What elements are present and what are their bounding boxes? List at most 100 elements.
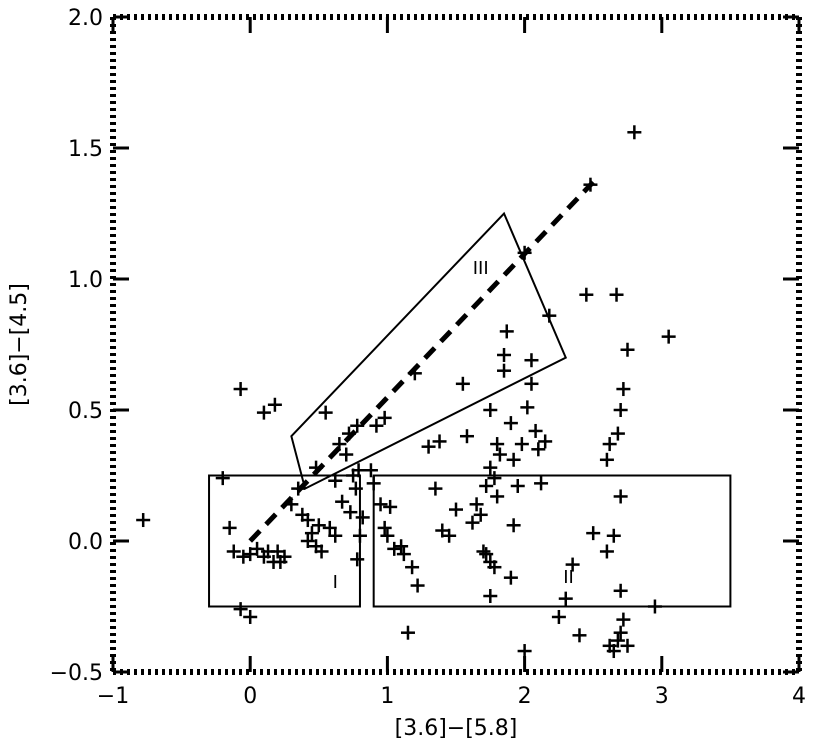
data-point	[613, 625, 628, 640]
data-point	[620, 342, 635, 357]
data-point	[479, 547, 494, 562]
data-point	[490, 437, 505, 452]
data-point	[487, 560, 502, 575]
y-tick-label: 0.5	[68, 399, 103, 424]
data-point	[627, 125, 642, 140]
data-point	[366, 476, 381, 491]
data-point	[363, 463, 378, 478]
data-point	[579, 287, 594, 302]
data-point	[602, 437, 617, 452]
data-point	[314, 544, 329, 559]
data-point	[647, 599, 662, 614]
data-point	[459, 429, 474, 444]
data-point	[421, 439, 436, 454]
dashed-trend-line	[248, 180, 596, 543]
x-tick-label: 3	[655, 684, 669, 709]
data-point	[332, 437, 347, 452]
data-point	[291, 481, 306, 496]
region-label-III: III	[473, 258, 489, 279]
data-point	[442, 528, 457, 543]
data-point	[256, 405, 271, 420]
data-point	[387, 541, 402, 556]
data-point	[586, 526, 601, 541]
data-point	[565, 557, 580, 572]
data-point	[613, 583, 628, 598]
data-point	[476, 544, 491, 559]
y-tick-label: 0.0	[68, 530, 103, 555]
data-point	[369, 418, 384, 433]
region-box-III	[290, 211, 568, 491]
axis-ticks	[111, 15, 801, 674]
data-point	[407, 366, 422, 381]
y-tick-labels: −0.5 0.0 0.5 1.0 1.5 2.0	[50, 6, 103, 686]
data-point	[613, 403, 628, 417]
data-point	[492, 447, 507, 462]
data-point	[449, 502, 463, 517]
data-point	[524, 376, 539, 391]
data-point	[351, 463, 366, 478]
data-point	[620, 638, 635, 653]
data-point	[304, 526, 319, 541]
data-point	[352, 528, 367, 543]
data-point	[309, 460, 324, 475]
data-point	[380, 528, 395, 543]
y-axis-label: [3.6]−[4.5]	[7, 283, 32, 406]
data-point	[328, 473, 343, 488]
data-point	[528, 423, 543, 438]
data-point	[350, 418, 365, 433]
data-point	[284, 497, 299, 512]
data-point	[226, 544, 241, 559]
data-point	[394, 539, 409, 554]
data-point	[350, 552, 365, 567]
data-point	[599, 452, 614, 467]
data-point	[250, 541, 265, 556]
data-point	[222, 520, 237, 535]
data-point	[499, 324, 514, 339]
data-point	[465, 515, 480, 530]
data-point	[558, 591, 573, 606]
x-tick-label: 2	[518, 684, 532, 709]
data-point	[524, 353, 539, 368]
data-point	[520, 400, 535, 415]
data-point	[267, 397, 282, 412]
data-point	[479, 478, 494, 493]
data-point	[410, 578, 425, 593]
data-point	[355, 510, 370, 525]
data-point	[343, 505, 358, 520]
data-point	[341, 426, 356, 441]
data-point	[616, 382, 631, 397]
data-point	[300, 513, 315, 528]
data-point	[243, 609, 258, 624]
data-point	[490, 489, 505, 504]
x-tick-label: 4	[792, 684, 806, 709]
data-point	[396, 547, 411, 562]
data-point	[233, 382, 248, 397]
data-point	[300, 534, 315, 548]
plot-border	[110, 14, 802, 675]
data-point	[487, 471, 502, 486]
y-tick-label: 1.5	[68, 137, 103, 162]
data-point	[497, 363, 512, 378]
data-point	[432, 434, 447, 449]
region-box-II	[372, 474, 732, 608]
data-point	[583, 177, 598, 192]
data-point	[455, 376, 470, 391]
data-point	[400, 625, 415, 640]
data-point	[318, 405, 333, 420]
data-point	[377, 520, 392, 535]
data-point	[383, 499, 398, 514]
data-point	[506, 452, 521, 467]
data-point	[506, 518, 521, 533]
data-point	[517, 245, 532, 260]
data-point	[335, 494, 350, 509]
data-point	[609, 287, 624, 302]
data-point	[531, 442, 546, 457]
data-point	[613, 489, 628, 504]
data-point	[277, 549, 292, 564]
data-point	[551, 609, 566, 624]
data-point	[373, 497, 388, 512]
data-points	[136, 125, 676, 659]
data-point	[497, 347, 512, 362]
data-point	[606, 528, 621, 543]
